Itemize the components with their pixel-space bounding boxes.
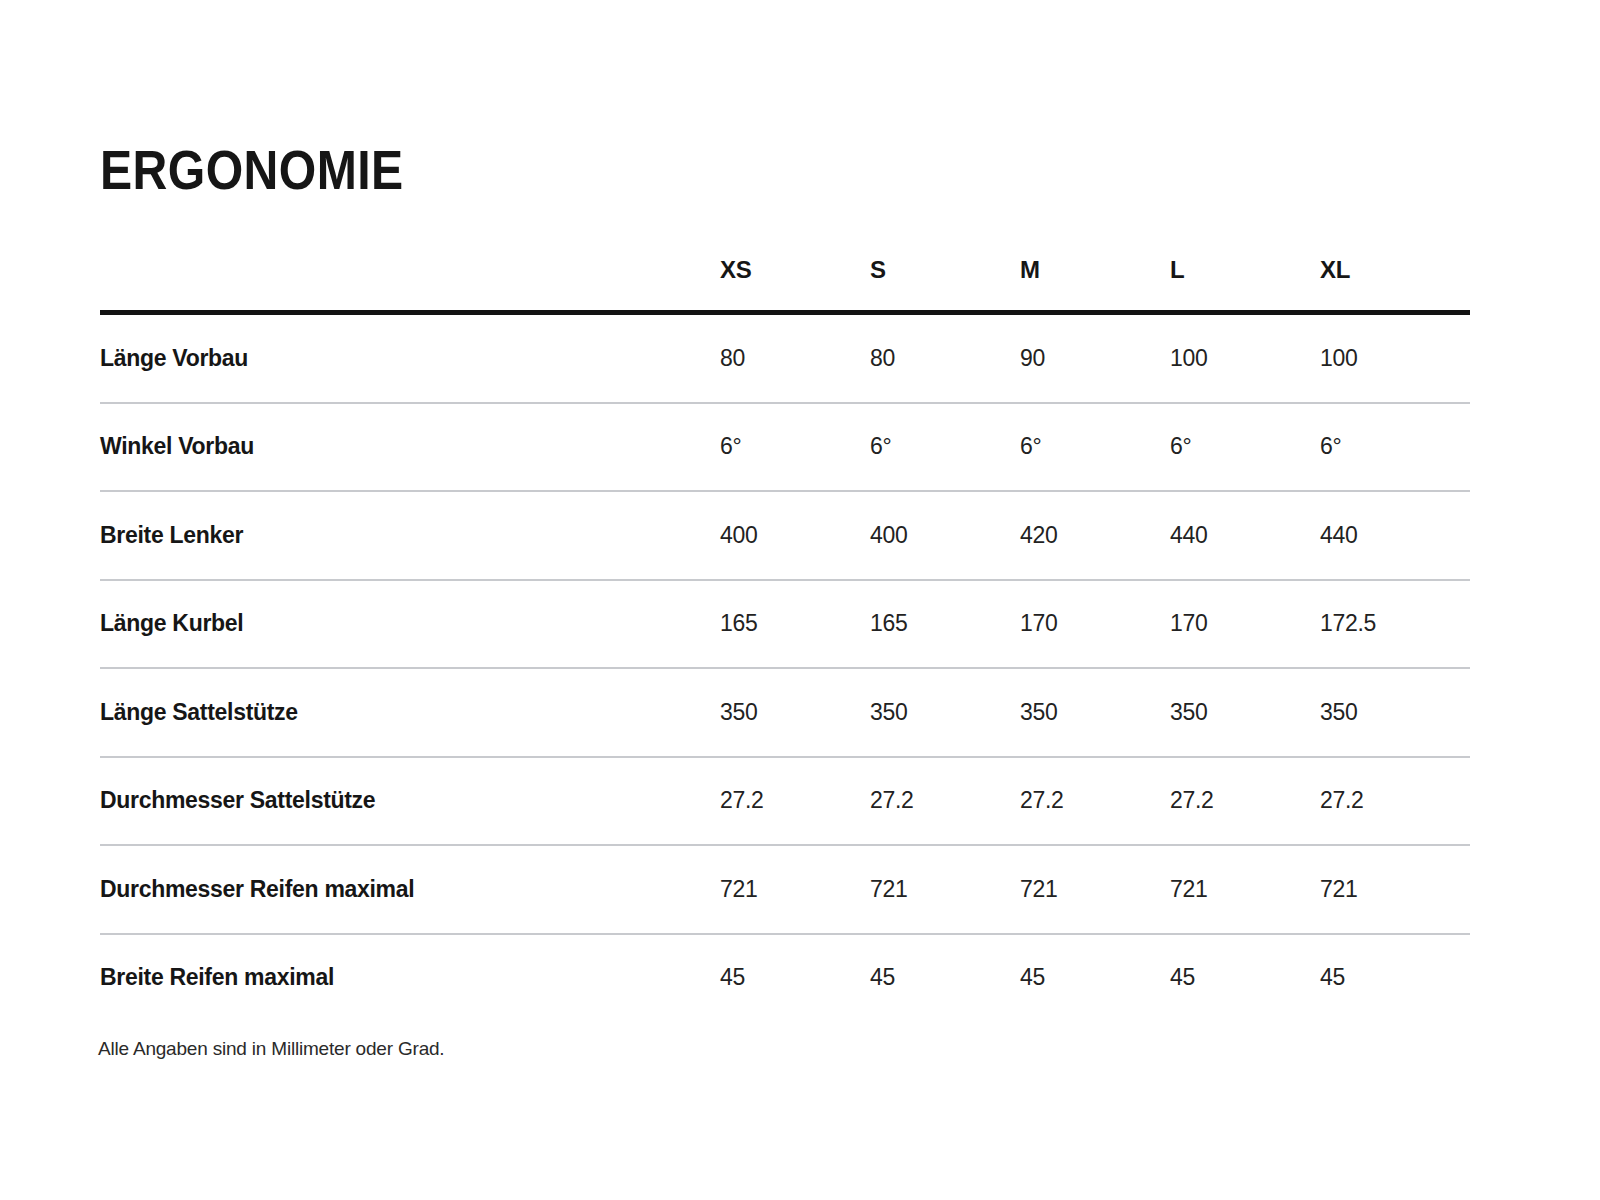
cell-value: 90 — [1020, 345, 1170, 372]
cell-value: 350 — [1320, 699, 1470, 726]
cell-value: 350 — [870, 699, 1020, 726]
table-row-durchmesser-sattelstuetze: Durchmesser Sattelstütze 27.2 27.2 27.2 … — [100, 758, 1470, 847]
cell-value: 721 — [1020, 876, 1170, 903]
cell-value: 170 — [1170, 610, 1320, 637]
table-row-laenge-vorbau: Länge Vorbau 80 80 90 100 100 — [100, 315, 1470, 404]
cell-value: 6° — [1020, 433, 1170, 460]
cell-value: 400 — [870, 522, 1020, 549]
cell-value: 80 — [870, 345, 1020, 372]
cell-value: 6° — [870, 433, 1020, 460]
row-label: Breite Lenker — [100, 522, 720, 549]
row-label: Länge Vorbau — [100, 345, 720, 372]
cell-value: 165 — [720, 610, 870, 637]
cell-value: 100 — [1320, 345, 1470, 372]
column-header-s: S — [870, 256, 1020, 284]
cell-value: 45 — [1170, 964, 1320, 991]
cell-value: 27.2 — [1320, 787, 1470, 814]
cell-value: 100 — [1170, 345, 1320, 372]
units-footnote: Alle Angaben sind in Millimeter oder Gra… — [98, 1038, 444, 1060]
table-header-row: XS S M L XL — [100, 230, 1470, 315]
cell-value: 27.2 — [1020, 787, 1170, 814]
table-row-laenge-sattelstuetze: Länge Sattelstütze 350 350 350 350 350 — [100, 669, 1470, 758]
cell-value: 350 — [1170, 699, 1320, 726]
cell-value: 80 — [720, 345, 870, 372]
table-row-breite-lenker: Breite Lenker 400 400 420 440 440 — [100, 492, 1470, 581]
column-header-xl: XL — [1320, 256, 1470, 284]
ergonomics-page: ERGONOMIE XS S M L XL Länge Vorbau 80 80… — [0, 0, 1600, 1200]
table-row-winkel-vorbau: Winkel Vorbau 6° 6° 6° 6° 6° — [100, 404, 1470, 493]
cell-value: 45 — [870, 964, 1020, 991]
ergonomics-spec-table: XS S M L XL Länge Vorbau 80 80 90 100 10… — [100, 230, 1470, 1021]
row-label: Länge Sattelstütze — [100, 699, 720, 726]
column-header-m: M — [1020, 256, 1170, 284]
cell-value: 350 — [1020, 699, 1170, 726]
cell-value: 6° — [1320, 433, 1470, 460]
cell-value: 45 — [1320, 964, 1470, 991]
cell-value: 170 — [1020, 610, 1170, 637]
table-row-breite-reifen-maximal: Breite Reifen maximal 45 45 45 45 45 — [100, 935, 1470, 1022]
row-label: Durchmesser Sattelstütze — [100, 787, 720, 814]
cell-value: 45 — [720, 964, 870, 991]
cell-value: 721 — [870, 876, 1020, 903]
cell-value: 721 — [1170, 876, 1320, 903]
table-row-durchmesser-reifen-maximal: Durchmesser Reifen maximal 721 721 721 7… — [100, 846, 1470, 935]
cell-value: 6° — [1170, 433, 1320, 460]
cell-value: 420 — [1020, 522, 1170, 549]
cell-value: 721 — [1320, 876, 1470, 903]
table-row-laenge-kurbel: Länge Kurbel 165 165 170 170 172.5 — [100, 581, 1470, 670]
cell-value: 27.2 — [1170, 787, 1320, 814]
column-header-l: L — [1170, 256, 1320, 284]
cell-value: 165 — [870, 610, 1020, 637]
cell-value: 350 — [720, 699, 870, 726]
row-label: Winkel Vorbau — [100, 433, 720, 460]
cell-value: 400 — [720, 522, 870, 549]
row-label: Länge Kurbel — [100, 610, 720, 637]
row-label: Breite Reifen maximal — [100, 964, 720, 991]
row-label: Durchmesser Reifen maximal — [100, 876, 720, 903]
cell-value: 6° — [720, 433, 870, 460]
cell-value: 172.5 — [1320, 610, 1470, 637]
cell-value: 440 — [1320, 522, 1470, 549]
cell-value: 45 — [1020, 964, 1170, 991]
cell-value: 27.2 — [720, 787, 870, 814]
cell-value: 440 — [1170, 522, 1320, 549]
cell-value: 721 — [720, 876, 870, 903]
page-title: ERGONOMIE — [100, 142, 404, 198]
cell-value: 27.2 — [870, 787, 1020, 814]
column-header-xs: XS — [720, 256, 870, 284]
